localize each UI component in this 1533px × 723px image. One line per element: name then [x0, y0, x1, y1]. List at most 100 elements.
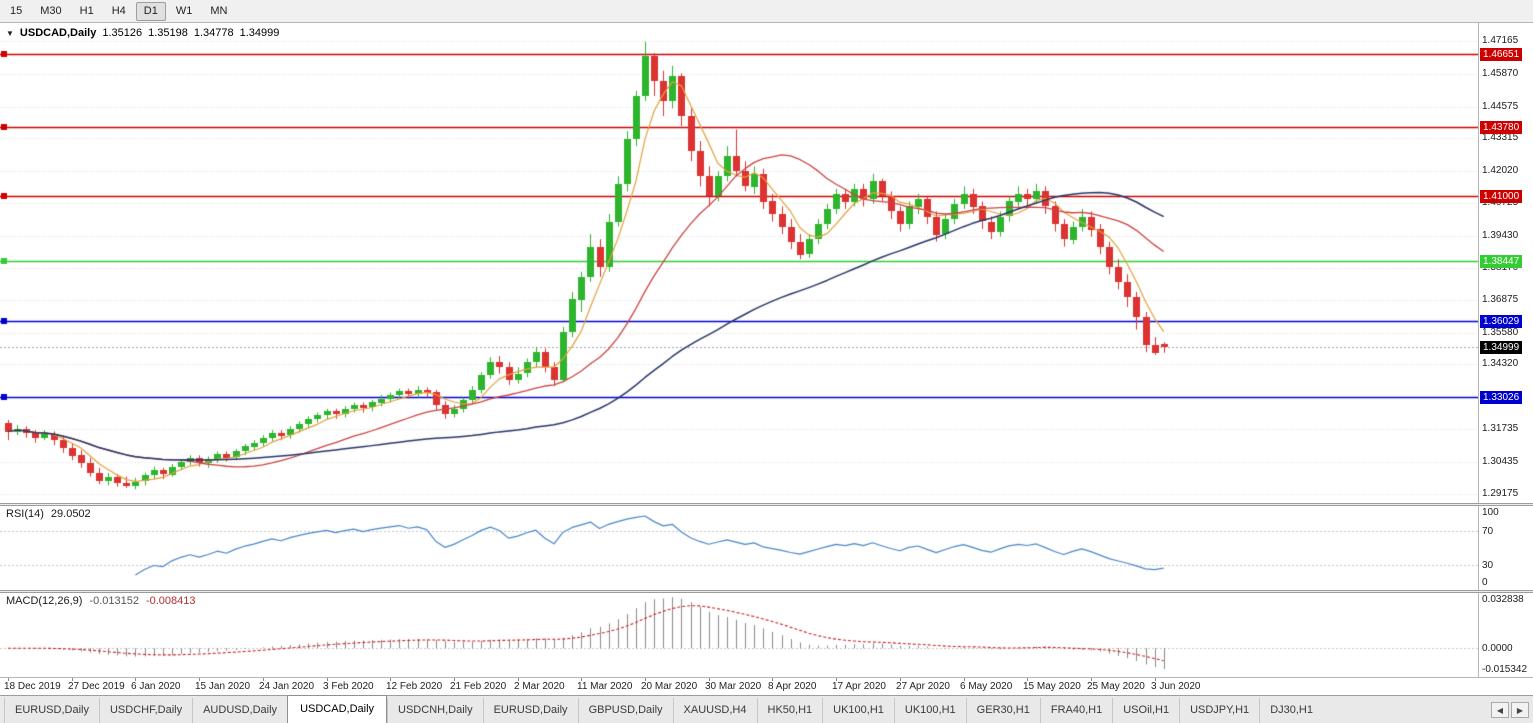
price-panel: ▼ USDCAD,Daily 1.35126 1.35198 1.34778 1…	[0, 23, 1533, 503]
chart-tab-dj30-h1[interactable]: DJ30,H1	[1259, 698, 1323, 723]
chart-tab-usdchf-daily[interactable]: USDCHF,Daily	[98, 698, 192, 723]
chart-tab-usdcnh-daily[interactable]: USDCNH,Daily	[387, 698, 483, 723]
chart-tab-usdcad-daily[interactable]: USDCAD,Daily	[287, 695, 388, 723]
time-axis-label: 18 Dec 2019	[4, 681, 61, 692]
time-axis-tick	[390, 678, 391, 681]
price-axis-label: 1.34320	[1482, 358, 1519, 370]
time-axis-label: 11 Mar 2020	[577, 681, 633, 692]
rsi-label: RSI(14)	[6, 508, 44, 520]
chart-tab-gbpusd-daily[interactable]: GBPUSD,Daily	[577, 698, 673, 723]
time-axis-tick	[454, 678, 455, 681]
timeframe-button-w1[interactable]: W1	[175, 4, 193, 17]
time-axis-label: 2 Mar 2020	[514, 681, 565, 692]
rsi-header: RSI(14) 29.0502	[6, 508, 91, 520]
time-axis-label: 15 Jan 2020	[195, 681, 251, 692]
time-axis-label: 6 Jan 2020	[131, 681, 181, 692]
macd-axis-label: -0.015342	[1482, 664, 1528, 675]
time-axis-tick	[836, 678, 837, 681]
tab-scroll-controls: ◀ ▶	[1491, 702, 1529, 718]
time-axis-label: 15 May 2020	[1023, 681, 1081, 692]
time-axis-label: 3 Feb 2020	[323, 681, 374, 692]
time-axis-label: 27 Apr 2020	[896, 681, 950, 692]
chart-tab-usdjpy-h1[interactable]: USDJPY,H1	[1179, 698, 1259, 723]
price-chart-canvas[interactable]	[0, 23, 1478, 503]
ohlc-open-value: 1.35126	[102, 27, 143, 39]
time-axis-tick	[1027, 678, 1028, 681]
panel-divider-macd[interactable]	[0, 590, 1533, 593]
chart-tab-uk100-h1[interactable]: UK100,H1	[822, 698, 894, 723]
price-level-badge: 1.43780	[1480, 120, 1523, 134]
chart-tab-fra40-h1[interactable]: FRA40,H1	[1039, 698, 1112, 723]
time-axis-label: 21 Feb 2020	[450, 681, 507, 692]
macd-axis-label: 0.0000	[1482, 643, 1513, 655]
tab-scroll-right-button[interactable]: ▶	[1511, 702, 1529, 718]
timeframe-button-mn[interactable]: MN	[210, 4, 228, 17]
chart-tab-eurusd-daily[interactable]: EURUSD,Daily	[4, 698, 99, 723]
chart-tab-usoil-h1[interactable]: USOil,H1	[1112, 698, 1179, 723]
macd-axis[interactable]: 0.032838 0.0000 -0.015342	[1478, 593, 1533, 677]
symbol-dropdown-icon[interactable]: ▼	[6, 28, 14, 38]
chart-tab-audusd-daily[interactable]: AUDUSD,Daily	[192, 698, 287, 723]
macd-label: MACD(12,26,9)	[6, 595, 83, 607]
time-axis-tick	[772, 678, 773, 681]
time-axis-tick	[900, 678, 901, 681]
price-axis-label: 1.29175	[1482, 487, 1519, 499]
price-axis-label: 1.43315	[1482, 132, 1519, 144]
macd-signal-value: -0.008413	[145, 595, 196, 607]
macd-header: MACD(12,26,9) -0.013152 -0.008413	[6, 595, 196, 607]
price-level-badge: 1.33026	[1480, 390, 1523, 404]
time-axis-label: 25 May 2020	[1087, 681, 1145, 692]
timeframe-button-15[interactable]: 15	[10, 4, 23, 17]
chart-tabbar: ◀ ▶ EURUSD,Daily USDCHF,Daily AUDUSD,Daily…	[0, 695, 1533, 723]
rsi-axis[interactable]: 100 70 30 0	[1478, 506, 1533, 590]
macd-chart-canvas[interactable]	[0, 593, 1478, 677]
time-axis-label: 8 Apr 2020	[768, 681, 817, 692]
time-axis-tick	[581, 678, 582, 681]
rsi-axis-label: 100	[1482, 507, 1499, 518]
price-axis-label: 1.31735	[1482, 423, 1519, 435]
timeframe-button-m30[interactable]: M30	[40, 4, 62, 17]
price-axis-label: 1.35580	[1482, 326, 1519, 338]
time-axis-tick	[1155, 678, 1156, 681]
tab-scroll-left-button[interactable]: ◀	[1491, 702, 1509, 718]
timeframe-button-h1[interactable]: H1	[79, 4, 94, 17]
chart-tab-xauusd-h4[interactable]: XAUUSD,H4	[672, 698, 757, 723]
symbol-label: USDCAD,Daily	[19, 27, 97, 39]
chart-tab-uk100-h1[interactable]: UK100,H1	[893, 698, 966, 723]
rsi-chart-canvas[interactable]	[0, 506, 1478, 590]
time-axis-label: 6 May 2020	[960, 681, 1013, 692]
time-axis-label: 27 Dec 2019	[68, 681, 125, 692]
rsi-axis-label: 30	[1482, 559, 1494, 571]
price-axis-label: 1.47165	[1482, 35, 1519, 47]
time-axis-label: 24 Jan 2020	[259, 681, 315, 692]
time-axis-label: 12 Feb 2020	[386, 681, 443, 692]
chart-tab-ger30-h1[interactable]: GER30,H1	[965, 698, 1040, 723]
rsi-axis-label: 70	[1482, 526, 1494, 538]
chart-tab-eurusd-daily[interactable]: EURUSD,Daily	[482, 698, 578, 723]
ohlc-close-value: 1.34999	[239, 27, 280, 39]
time-axis-label: 3 Jun 2020	[1151, 681, 1201, 692]
time-axis-tick	[72, 678, 73, 681]
timeframe-button-d1[interactable]: D1	[135, 1, 166, 21]
time-axis-tick	[8, 678, 9, 681]
price-level-badge: 1.41000	[1480, 190, 1523, 204]
time-axis-tick	[645, 678, 646, 681]
price-axis[interactable]: 1.471651.458701.445751.433151.420201.407…	[1478, 23, 1533, 503]
time-axis[interactable]: 18 Dec 2019 27 Dec 2019 6 Jan 2020 15 Jan 2…	[0, 677, 1533, 695]
ohlc-low-value: 1.34778	[193, 27, 234, 39]
rsi-panel: RSI(14) 29.0502 100 70 30 0	[0, 506, 1533, 590]
ohlc-high-value: 1.35198	[148, 27, 188, 39]
current-price-badge: 1.34999	[1480, 341, 1523, 355]
price-axis-label: 1.45870	[1482, 68, 1519, 80]
timeframe-button-h4[interactable]: H4	[111, 4, 126, 17]
chart-workspace: ▼ USDCAD,Daily 1.35126 1.35198 1.34778 1…	[0, 23, 1533, 695]
time-axis-label: 17 Apr 2020	[832, 681, 886, 692]
time-axis-tick	[199, 678, 200, 681]
chart-tab-hk50-h1[interactable]: HK50,H1	[756, 698, 823, 723]
price-level-badge: 1.46651	[1480, 48, 1523, 62]
price-axis-label: 1.36875	[1482, 294, 1519, 306]
panel-divider-rsi[interactable]	[0, 503, 1533, 506]
time-axis-tick	[964, 678, 965, 681]
time-axis-tick	[709, 678, 710, 681]
